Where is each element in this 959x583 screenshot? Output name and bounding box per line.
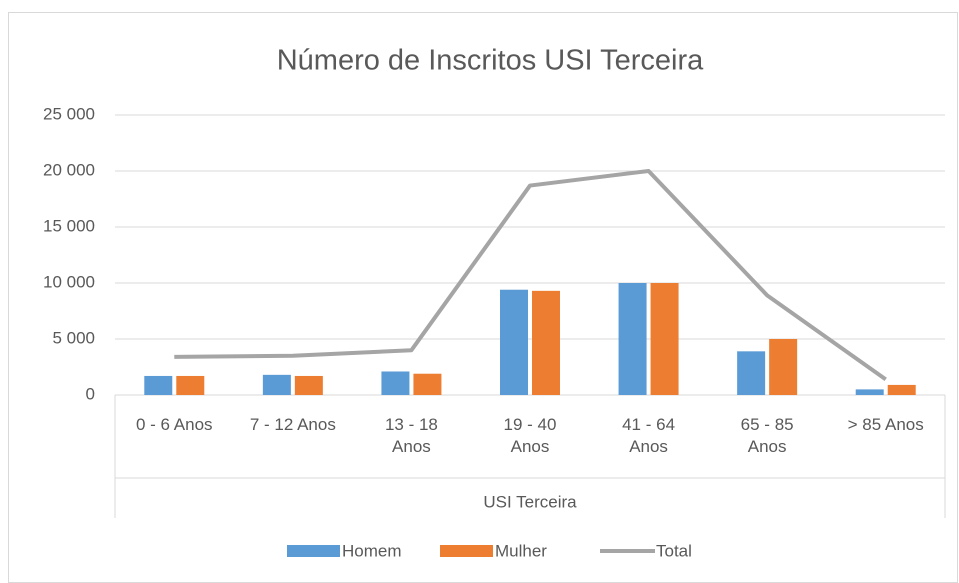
bar: [144, 375, 173, 395]
x-tick-label: 0 - 6 Anos: [136, 415, 213, 434]
x-axis-title: USI Terceira: [483, 492, 577, 511]
y-tick-label: 0: [86, 384, 95, 403]
x-tick-label: 65 - 85 Anos: [740, 415, 794, 456]
bar: [262, 374, 291, 395]
bar: [381, 371, 410, 395]
y-tick-label: 5 000: [52, 328, 95, 347]
legend-swatch: [287, 545, 340, 557]
x-tick-label: 41 - 64 Anos: [622, 415, 676, 456]
bar: [737, 351, 766, 395]
x-tick-label: 19 - 40 Anos: [503, 415, 557, 456]
y-tick-label: 25 000: [43, 104, 95, 123]
x-tick-label: 13 - 18 Anos: [384, 415, 438, 456]
bar: [294, 375, 323, 395]
legend-label: Total: [656, 541, 692, 560]
y-tick-label: 15 000: [43, 216, 95, 235]
line: [174, 169, 887, 381]
bar: [769, 339, 798, 395]
x-tick-label: 7 - 12 Anos: [249, 415, 336, 434]
chart-border: [8, 12, 958, 583]
bar: [413, 373, 442, 395]
x-tick-label: > 85 Anos: [847, 415, 924, 434]
bar: [887, 384, 916, 395]
y-tick-label: 10 000: [43, 272, 95, 291]
legend-label: Mulher: [495, 541, 547, 560]
bar: [176, 375, 205, 395]
y-tick-label: 20 000: [43, 160, 95, 179]
legend-label: Homem: [342, 541, 402, 560]
bar: [855, 389, 884, 395]
bar: [500, 289, 528, 395]
legend-swatch: [440, 545, 493, 557]
bar: [650, 283, 679, 395]
bar: [618, 283, 647, 395]
chart-title: Número de Inscritos USI Terceira: [277, 45, 704, 77]
bar: [532, 290, 560, 395]
